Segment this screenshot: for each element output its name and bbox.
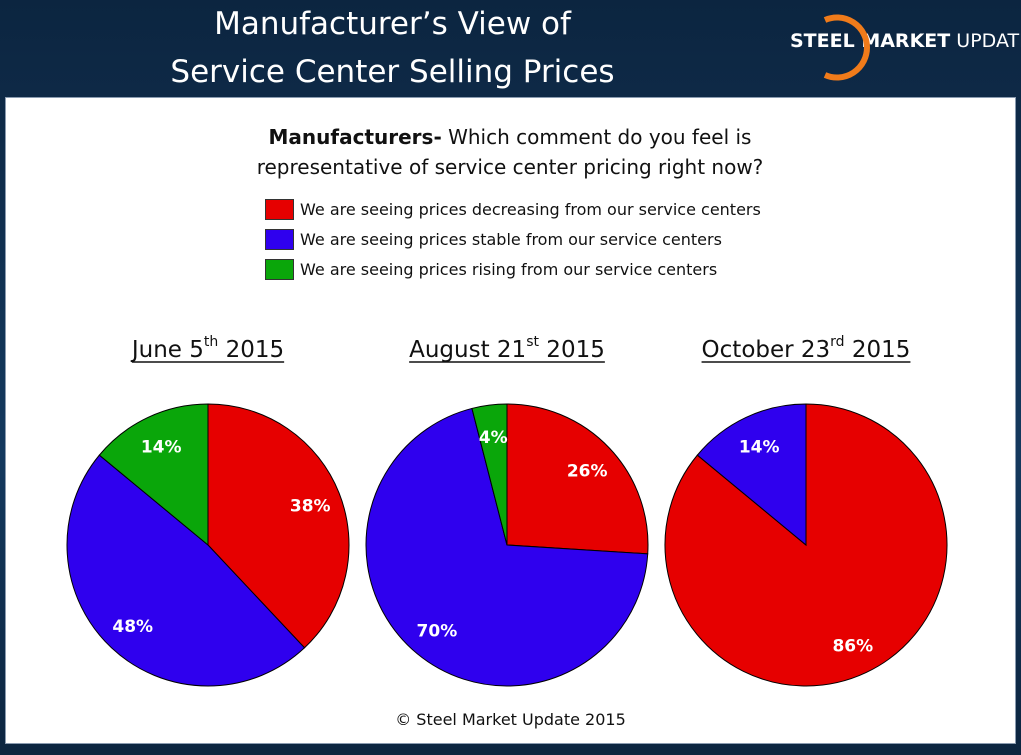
- data-label: 14%: [739, 437, 780, 457]
- logo: STEEL MARKET UPDATE: [790, 30, 1021, 52]
- pie-title: October 23rd 2015: [702, 334, 911, 363]
- slide-title: Service Center Selling Prices: [170, 54, 615, 90]
- swoosh: [823, 14, 870, 81]
- title-part: June 5: [130, 337, 204, 363]
- data-label: 86%: [832, 637, 873, 657]
- pie-slice: [471, 403, 508, 546]
- title-part: 2015: [539, 337, 605, 363]
- title-part: August 21: [409, 337, 526, 363]
- slide-title: Manufacturer’s View of: [214, 6, 571, 42]
- legend-label: We are seeing prices decreasing from our…: [300, 200, 761, 219]
- logo-rest: UPDATE: [956, 30, 1021, 52]
- question-text: Which comment do you feel is representat…: [256, 125, 764, 179]
- legend-label: We are seeing prices rising from our ser…: [300, 260, 718, 279]
- data-label: 14%: [141, 437, 182, 457]
- logo-swoosh: [823, 14, 870, 81]
- title-part: 2015: [845, 337, 911, 363]
- pie-slice: [207, 403, 350, 649]
- data-label: 48%: [112, 617, 153, 637]
- question: Manufacturers- Which comment do you feel…: [230, 122, 790, 182]
- data-label: 70%: [417, 622, 458, 642]
- data-label: 38%: [290, 497, 331, 517]
- logo-bold: STEEL MARKET: [790, 30, 951, 52]
- data-label: 4%: [479, 428, 508, 448]
- title-part: st: [526, 334, 539, 350]
- title-part: rd: [830, 334, 844, 350]
- legend-swatch: [265, 229, 294, 250]
- legend-swatch: [265, 199, 294, 220]
- question-bold: Manufacturers-: [268, 125, 442, 149]
- legend-swatch: [265, 259, 294, 280]
- data-label: 26%: [567, 462, 608, 482]
- pie-slice: [98, 403, 209, 547]
- pie-title: June 5th 2015: [130, 334, 284, 363]
- pie-title: August 21st 2015: [409, 334, 605, 363]
- pie-slice: [66, 454, 306, 687]
- title-part: October 23: [702, 337, 831, 363]
- pie-slice: [365, 407, 649, 687]
- legend-label: We are seeing prices stable from our ser…: [300, 230, 722, 249]
- footer: © Steel Market Update 2015: [395, 710, 626, 729]
- pie-slice: [506, 403, 649, 555]
- title-part: th: [204, 334, 218, 350]
- title-part: 2015: [218, 337, 284, 363]
- pie-slice: [696, 403, 807, 547]
